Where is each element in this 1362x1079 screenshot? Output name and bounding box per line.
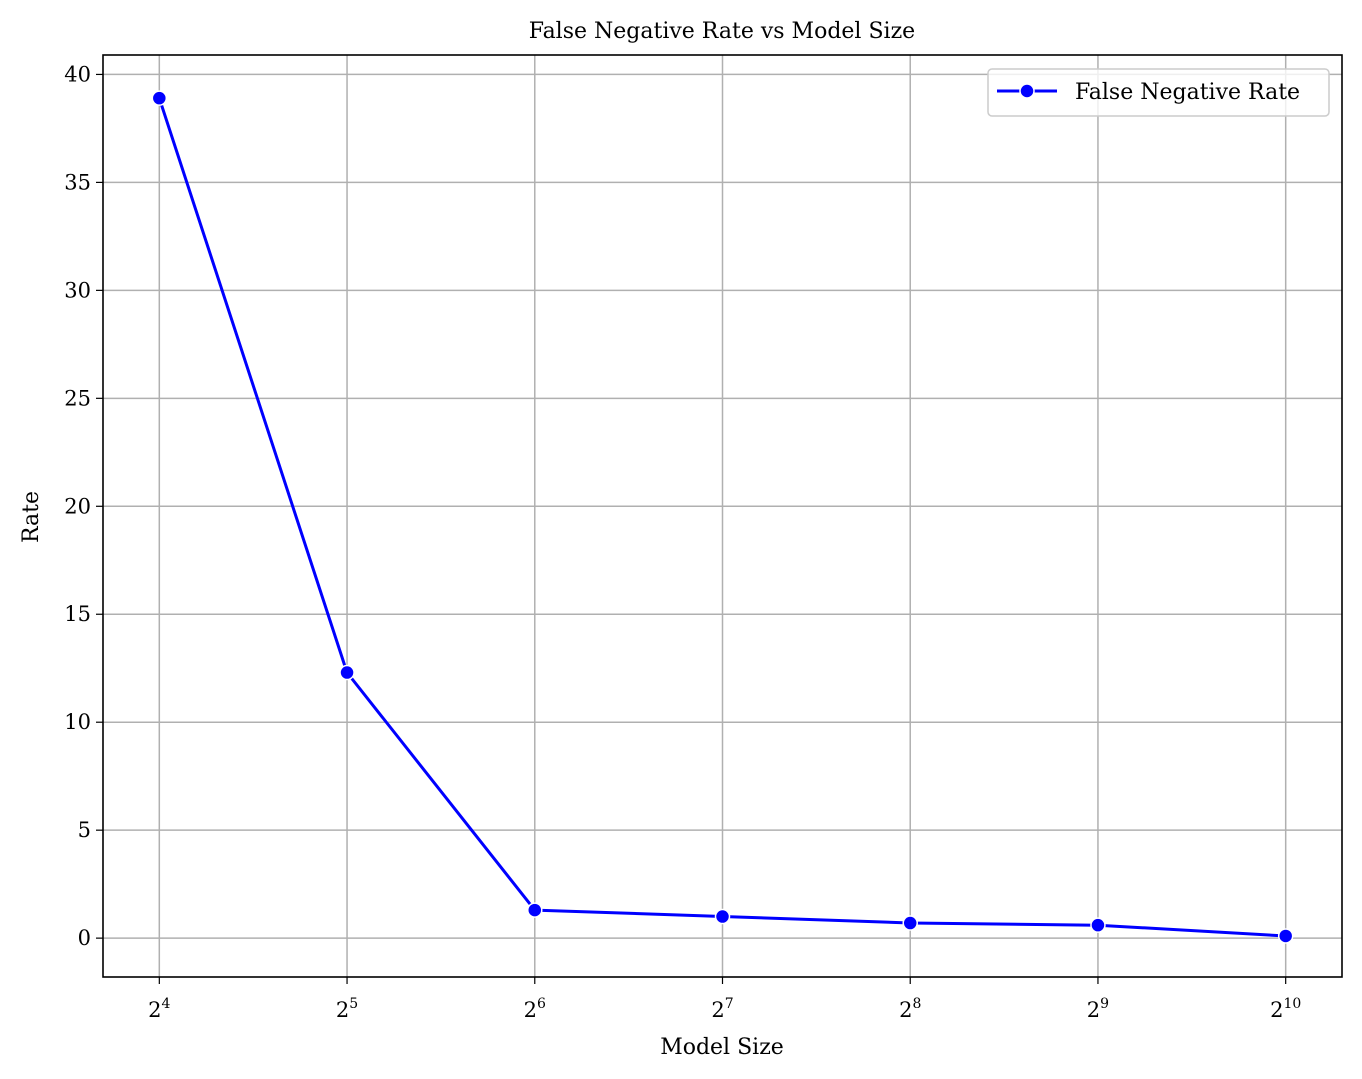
y-tick-label: 40	[64, 62, 91, 86]
chart-title: False Negative Rate vs Model Size	[529, 19, 915, 44]
x-axis-label: Model Size	[660, 1035, 784, 1060]
y-tick-label: 0	[78, 926, 91, 950]
data-point-marker	[902, 915, 918, 931]
grid	[103, 55, 1342, 977]
y-tick-label: 30	[64, 278, 91, 302]
data-point-marker	[527, 902, 543, 918]
legend-entry-label: False Negative Rate	[1075, 80, 1300, 105]
series-layer	[151, 90, 1294, 944]
legend-marker-swatch	[1019, 83, 1035, 99]
x-tick-label: 210	[1270, 996, 1301, 1022]
x-tick-label: 29	[1087, 996, 1109, 1022]
x-tick-label: 26	[524, 996, 546, 1022]
y-tick-label: 25	[64, 386, 91, 410]
data-point-marker	[1277, 928, 1294, 944]
data-point-marker	[714, 908, 731, 925]
y-tick-label: 15	[64, 602, 91, 626]
y-tick-label: 20	[64, 494, 91, 518]
x-tick-label: 24	[148, 996, 170, 1022]
y-axis-label: Rate	[19, 491, 44, 543]
y-tick-label: 35	[64, 170, 91, 194]
y-tick-label: 5	[78, 818, 91, 842]
data-point-marker	[151, 90, 168, 106]
x-tick-label: 25	[336, 996, 358, 1022]
y-tick-label: 10	[64, 710, 91, 734]
legend: False Negative Rate	[987, 68, 1330, 117]
x-tick-label: 28	[899, 996, 921, 1022]
y-axis-ticks: 0 5 10 15 20 25 30 35 40	[64, 62, 103, 950]
legend-box	[987, 68, 1330, 117]
data-point-marker	[339, 664, 355, 681]
data-point-marker	[1090, 917, 1106, 933]
x-tick-label: 27	[711, 996, 733, 1022]
x-axis-ticks: 24 25 26 27 28 29 210	[148, 977, 1301, 1022]
